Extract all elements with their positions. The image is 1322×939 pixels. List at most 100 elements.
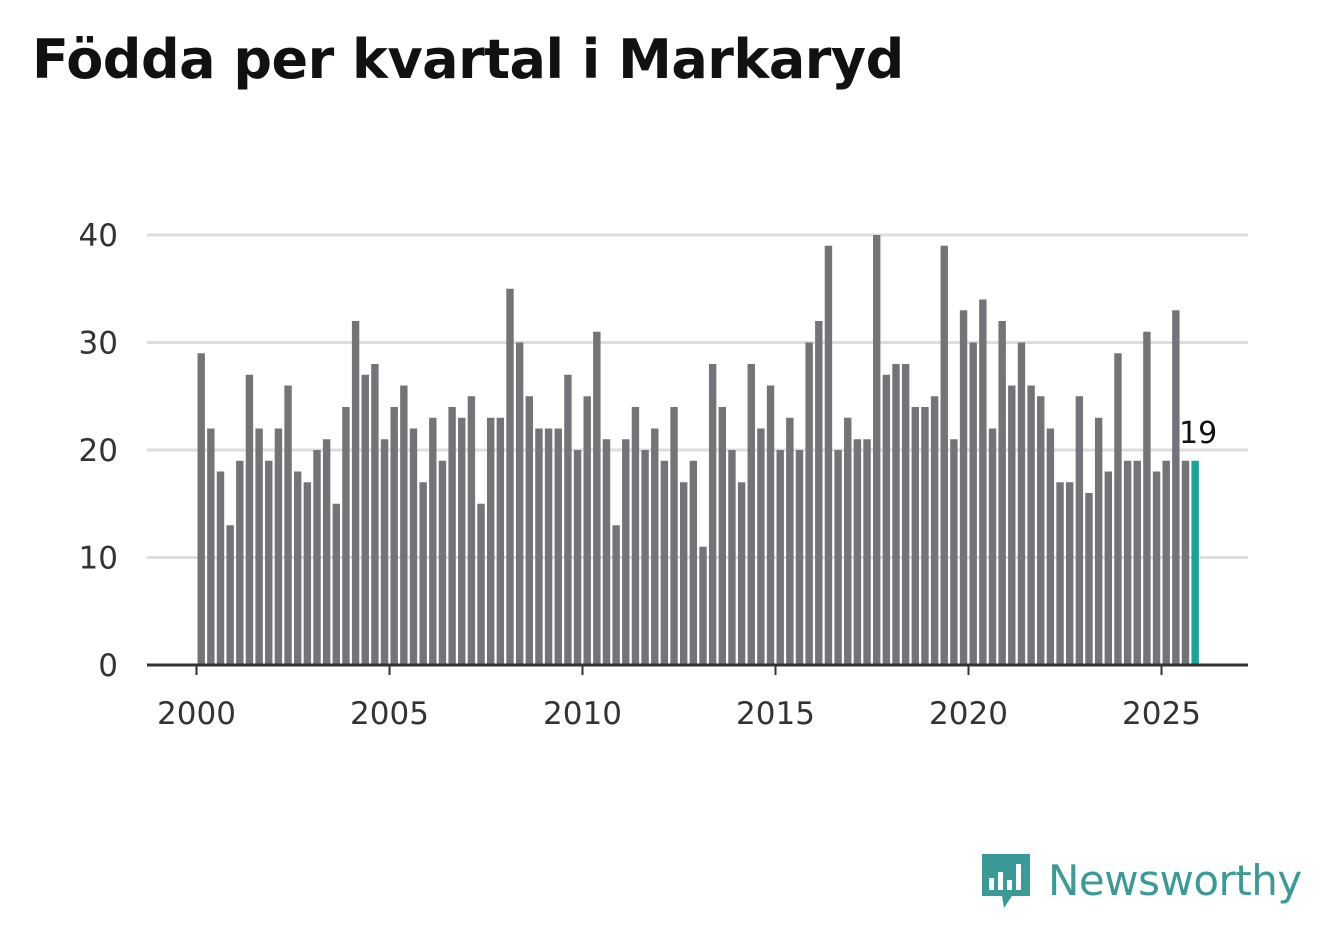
bar [467, 396, 476, 665]
highlight-data-label: 19 [1179, 416, 1217, 451]
bar [670, 407, 678, 665]
bar [332, 503, 340, 665]
bar [554, 428, 562, 665]
bar [911, 407, 919, 665]
bar [1027, 385, 1035, 665]
bar [795, 450, 804, 665]
bar [1046, 428, 1055, 665]
bar [737, 482, 746, 665]
bar [1017, 342, 1026, 665]
bar [873, 235, 881, 665]
bar [216, 471, 225, 665]
bar [824, 245, 833, 665]
bar [419, 482, 427, 665]
bar [294, 471, 302, 665]
bar [303, 482, 312, 665]
bar [1085, 493, 1093, 665]
bar [815, 321, 823, 665]
y-tick-label: 20 [79, 433, 118, 469]
bar [236, 460, 244, 665]
bar [834, 450, 842, 665]
bar [390, 407, 398, 665]
bar [458, 417, 466, 665]
y-tick-label: 0 [98, 648, 118, 684]
bar [602, 439, 611, 665]
bar [988, 428, 997, 665]
bar [1143, 331, 1151, 665]
bar [535, 428, 543, 665]
bar [950, 439, 958, 665]
bar [612, 525, 620, 665]
bar [998, 321, 1006, 665]
bar [1037, 396, 1045, 665]
bar [660, 460, 669, 665]
bar [863, 439, 871, 665]
bar [1123, 460, 1132, 665]
x-tick-label: 2000 [157, 696, 236, 732]
bar [1114, 353, 1122, 665]
bar [622, 439, 630, 665]
bar [438, 460, 447, 665]
bar [197, 353, 205, 665]
bar [255, 428, 263, 665]
bar [776, 450, 784, 665]
x-tick-label: 2015 [736, 696, 815, 732]
bar [544, 428, 553, 665]
bar-chart-speech-bubble-icon [982, 854, 1030, 908]
newsworthy-logo: Newsworthy [980, 850, 1302, 910]
bar [487, 417, 495, 665]
bar [766, 385, 775, 665]
bar [573, 450, 582, 665]
bar [959, 310, 968, 665]
bar [322, 439, 331, 665]
bar [477, 503, 485, 665]
bar [245, 374, 254, 665]
bar [1008, 385, 1016, 665]
bar [515, 342, 524, 665]
bar [747, 364, 755, 665]
bar [1104, 471, 1112, 665]
bar [1133, 460, 1141, 665]
bar [1094, 417, 1103, 665]
bar [853, 439, 862, 665]
x-tick-label: 2005 [350, 696, 429, 732]
bar [1181, 460, 1190, 665]
bar [979, 299, 987, 665]
x-tick-label: 2010 [543, 696, 622, 732]
bar [718, 407, 726, 665]
bar [631, 407, 640, 665]
bar [969, 342, 977, 665]
bar [940, 245, 948, 665]
bar [593, 331, 601, 665]
bar [651, 428, 659, 665]
bar [1162, 460, 1170, 665]
bar [265, 460, 273, 665]
bar [313, 450, 321, 665]
bar [448, 407, 456, 665]
bar [892, 364, 900, 665]
bar [429, 417, 437, 665]
bar [342, 407, 350, 665]
bar [921, 407, 929, 665]
bar [525, 396, 533, 665]
bar [409, 428, 418, 665]
bar [680, 482, 688, 665]
bar [1066, 482, 1074, 665]
bar [805, 342, 813, 665]
bar [930, 396, 939, 665]
bar [226, 525, 234, 665]
x-tick-label: 2020 [929, 696, 1008, 732]
bar [728, 450, 736, 665]
bar [1172, 310, 1180, 665]
bar [1152, 471, 1161, 665]
bar [757, 428, 765, 665]
bar [400, 385, 408, 665]
bar [901, 364, 910, 665]
bar [380, 439, 389, 665]
bar [496, 417, 505, 665]
bar [274, 428, 283, 665]
brand-name: Newsworthy [1048, 855, 1302, 905]
bar [564, 374, 572, 665]
bar [708, 364, 717, 665]
